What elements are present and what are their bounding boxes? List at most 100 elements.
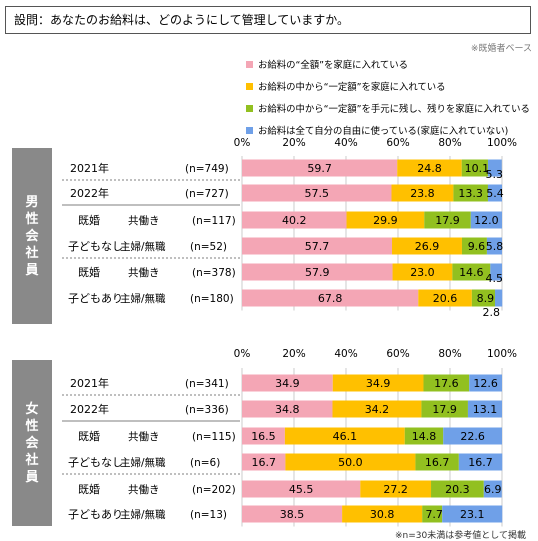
legend-label: お給料の中から“一定額”を家庭に入れている bbox=[258, 82, 446, 93]
p0-data-label: 12.0 bbox=[474, 214, 499, 227]
legend-label: お給料の“全額”を家庭に入れている bbox=[258, 60, 409, 71]
p1-data-label: 34.2 bbox=[365, 403, 390, 416]
p1-row-n-label: (n=6) bbox=[190, 457, 220, 469]
p0-row-group-label: 既婚 bbox=[78, 213, 100, 227]
p1-row-year-label: 2022年 bbox=[70, 402, 109, 416]
p1-data-label: 16.7 bbox=[251, 456, 276, 469]
p0-data-label: 40.2 bbox=[282, 214, 307, 227]
p0-row-n-label: (n=749) bbox=[185, 163, 229, 175]
p1-bar-keep bbox=[415, 453, 459, 471]
p1-bar-full bbox=[242, 374, 333, 392]
p0-row-n-label: (n=378) bbox=[192, 267, 236, 279]
p0-bar-free bbox=[487, 159, 502, 177]
p0-data-label: 24.8 bbox=[417, 162, 442, 175]
p0-bar-full bbox=[242, 211, 347, 229]
legend-swatch bbox=[246, 104, 253, 112]
panel-label-char: 男 bbox=[25, 194, 39, 210]
p1-bar-free bbox=[467, 400, 502, 418]
p1-bar-full bbox=[242, 505, 343, 523]
p1-row-group-label: 既婚 bbox=[78, 482, 100, 496]
legend-item-keep: お給料の中から“一定額”を手元に残し、残りを家庭に入れている bbox=[246, 97, 530, 119]
p1-bar-fixed bbox=[332, 400, 422, 418]
p1-data-label: 7.7 bbox=[425, 508, 443, 521]
panel-label-char: 性 bbox=[25, 211, 39, 227]
p0-bar-full bbox=[242, 263, 393, 281]
p0-data-label: 13.3 bbox=[458, 187, 483, 200]
legend-item-free: お給料は全て自分の自由に使っている(家庭に入れていない) bbox=[246, 119, 530, 141]
p0-bar-free bbox=[470, 211, 502, 229]
p0-row-year-label: 2022年 bbox=[70, 186, 109, 200]
p0-data-label: 9.6 bbox=[468, 240, 486, 253]
p0-data-label: 5.4 bbox=[486, 187, 504, 200]
p1-data-label: 16.7 bbox=[425, 456, 450, 469]
p1-data-label: 20.3 bbox=[445, 483, 470, 496]
legend-item-full: お給料の“全額”を家庭に入れている bbox=[246, 53, 530, 75]
legend-item-fixed: お給料の中から“一定額”を家庭に入れている bbox=[246, 75, 530, 97]
p0-bar-fixed bbox=[346, 211, 425, 229]
p1-data-label: 12.6 bbox=[473, 377, 498, 390]
bottom-note: ※n=30未満は参考値として掲載 bbox=[395, 531, 526, 541]
legend-label: お給料の中から“一定額”を手元に残し、残りを家庭に入れている bbox=[258, 104, 530, 115]
p0-x-tick-label: 0% bbox=[234, 137, 251, 149]
p1-data-label: 14.8 bbox=[412, 430, 437, 443]
p0-bar-fixed bbox=[392, 263, 453, 281]
p0-x-tick-label: 20% bbox=[282, 137, 305, 149]
p0-row-year-label: 2021年 bbox=[70, 161, 109, 175]
p1-row-sub-label: 共働き bbox=[128, 430, 160, 443]
p0-x-tick-label: 100% bbox=[487, 137, 517, 149]
p0-data-label: 20.6 bbox=[433, 292, 458, 305]
panel-label-char: 社 bbox=[25, 245, 39, 261]
p1-bar-free bbox=[458, 453, 503, 471]
p1-row-sub-label: 共働き bbox=[128, 483, 160, 496]
p0-row-group-label: 子どもなし bbox=[68, 240, 123, 253]
p0-data-label: 10.1 bbox=[465, 162, 490, 175]
p0-bar-keep bbox=[453, 184, 488, 202]
p0-bar-keep bbox=[461, 237, 487, 255]
p0-bar-full bbox=[242, 159, 398, 177]
p0-row-sub-label: 主婦/無職 bbox=[120, 292, 166, 305]
p0-bar-keep bbox=[461, 159, 488, 177]
p1-bar-full bbox=[242, 480, 361, 498]
panel-label-char: 会 bbox=[25, 435, 39, 451]
p1-data-label: 16.7 bbox=[468, 456, 493, 469]
panel-label-char: 員 bbox=[25, 262, 39, 278]
p0-row-n-label: (n=52) bbox=[190, 241, 227, 253]
p1-row-n-label: (n=336) bbox=[185, 404, 229, 416]
base-note: ※既婚者ベース bbox=[470, 44, 532, 54]
p0-data-label: 23.0 bbox=[410, 266, 435, 279]
p1-bar-fixed bbox=[284, 427, 405, 445]
question-box: 設問：あなたのお給料は、どのようにして管理していますか。 bbox=[5, 6, 531, 34]
panel-label-male: 男 性 会 社 員 bbox=[12, 148, 52, 324]
legend-label: お給料は全て自分の自由に使っている(家庭に入れていない) bbox=[258, 126, 509, 137]
p0-x-tick-label: 60% bbox=[386, 137, 409, 149]
p0-bar-fixed bbox=[391, 184, 454, 202]
p1-bar-free bbox=[483, 480, 502, 498]
p1-row-n-label: (n=13) bbox=[190, 509, 227, 521]
p0-row-group-label: 子どもあり bbox=[68, 292, 123, 305]
p0-bar-full bbox=[242, 184, 392, 202]
p1-x-tick-label: 80% bbox=[438, 348, 461, 360]
p0-data-label: 17.9 bbox=[435, 214, 460, 227]
p0-row-group-label: 既婚 bbox=[78, 265, 100, 279]
p1-data-label: 30.8 bbox=[370, 508, 395, 521]
p1-bar-keep bbox=[422, 505, 443, 523]
p1-bar-free bbox=[443, 427, 502, 445]
p1-bar-fixed bbox=[285, 453, 416, 471]
legend-swatch bbox=[246, 60, 253, 68]
p1-x-tick-label: 20% bbox=[282, 348, 305, 360]
p0-row-sub-label: 主婦/無職 bbox=[120, 240, 166, 253]
p1-data-label: 22.6 bbox=[460, 430, 485, 443]
p1-bar-fixed bbox=[360, 480, 432, 498]
p1-row-n-label: (n=115) bbox=[192, 431, 236, 443]
p0-data-label: 8.9 bbox=[477, 292, 495, 305]
p0-data-label: 57.5 bbox=[305, 187, 330, 200]
p0-bar-keep bbox=[471, 289, 495, 307]
p0-bar-full bbox=[242, 237, 393, 255]
p1-row-n-label: (n=202) bbox=[192, 484, 236, 496]
p0-bar-keep bbox=[452, 263, 491, 281]
p1-bar-full bbox=[242, 427, 285, 445]
p0-bar-fixed bbox=[397, 159, 462, 177]
p1-data-label: 17.6 bbox=[434, 377, 459, 390]
panel-label-char: 性 bbox=[25, 418, 39, 434]
p1-bar-keep bbox=[431, 480, 484, 498]
